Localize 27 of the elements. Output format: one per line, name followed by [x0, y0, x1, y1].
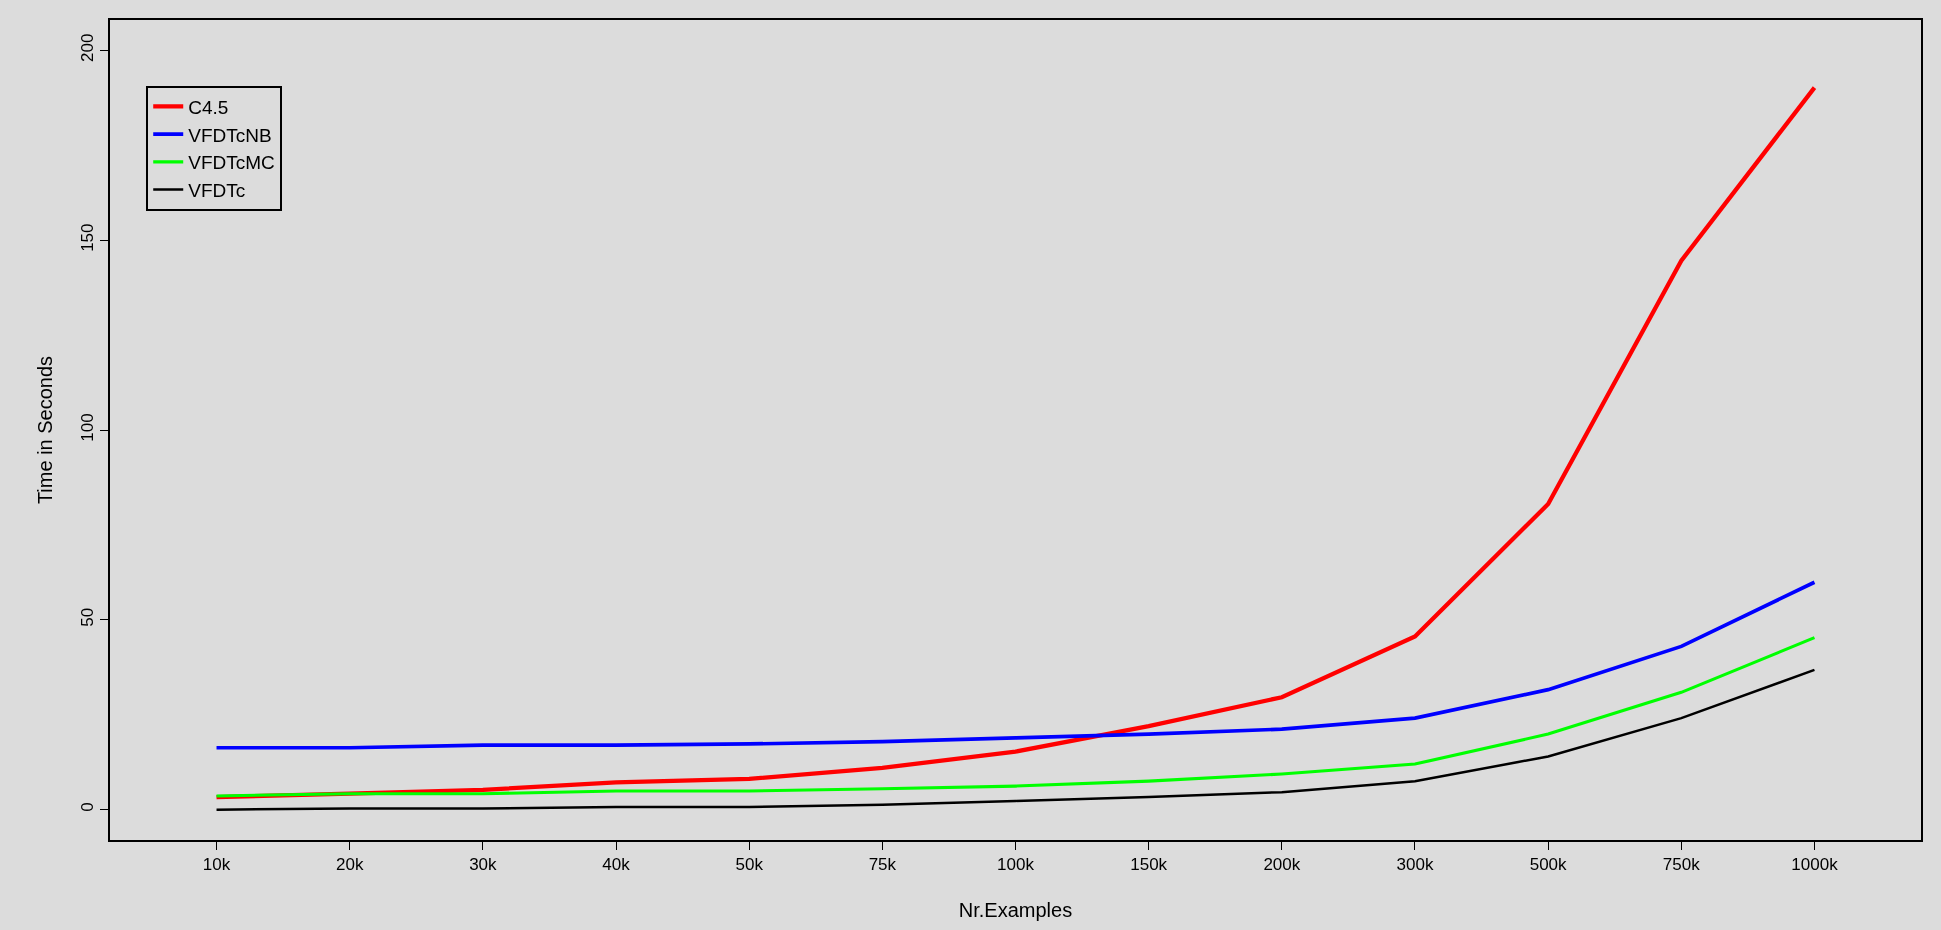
line-series	[214, 580, 1817, 750]
y-tick-label: 200	[78, 33, 98, 63]
x-tick-label: 100k	[997, 855, 1035, 875]
line-series	[215, 668, 1816, 811]
legend-label: VFDTc	[188, 179, 246, 201]
x-tick-label: 40k	[602, 855, 631, 875]
y-axis-title: Time in Seconds	[34, 355, 57, 505]
x-tick-label: 30k	[469, 855, 498, 875]
x-tick-label: 200k	[1263, 855, 1301, 875]
x-tick-label: 10k	[202, 855, 231, 875]
legend-label: VFDTcMC	[188, 152, 275, 174]
legend-label: C4.5	[188, 96, 229, 118]
x-tick-label: 150k	[1130, 855, 1168, 875]
x-tick-label: 300k	[1396, 855, 1434, 875]
x-tick-label: 500k	[1529, 855, 1568, 875]
y-tick-label: 50	[78, 607, 98, 627]
y-tick-label: 100	[78, 413, 98, 442]
y-tick-label: 150	[78, 223, 98, 252]
x-tick-label: 20k	[335, 855, 364, 875]
x-tick-label: 1000k	[1791, 855, 1839, 875]
x-tick-label: 50k	[735, 855, 764, 875]
x-tick-label: 75k	[868, 855, 897, 875]
x-tick-label: 750k	[1662, 855, 1701, 875]
y-tick-label: 0	[78, 802, 98, 812]
line-series	[214, 636, 1817, 798]
x-axis-title: Nr.Examples	[958, 899, 1073, 922]
legend-label: VFDTcNB	[188, 124, 272, 146]
